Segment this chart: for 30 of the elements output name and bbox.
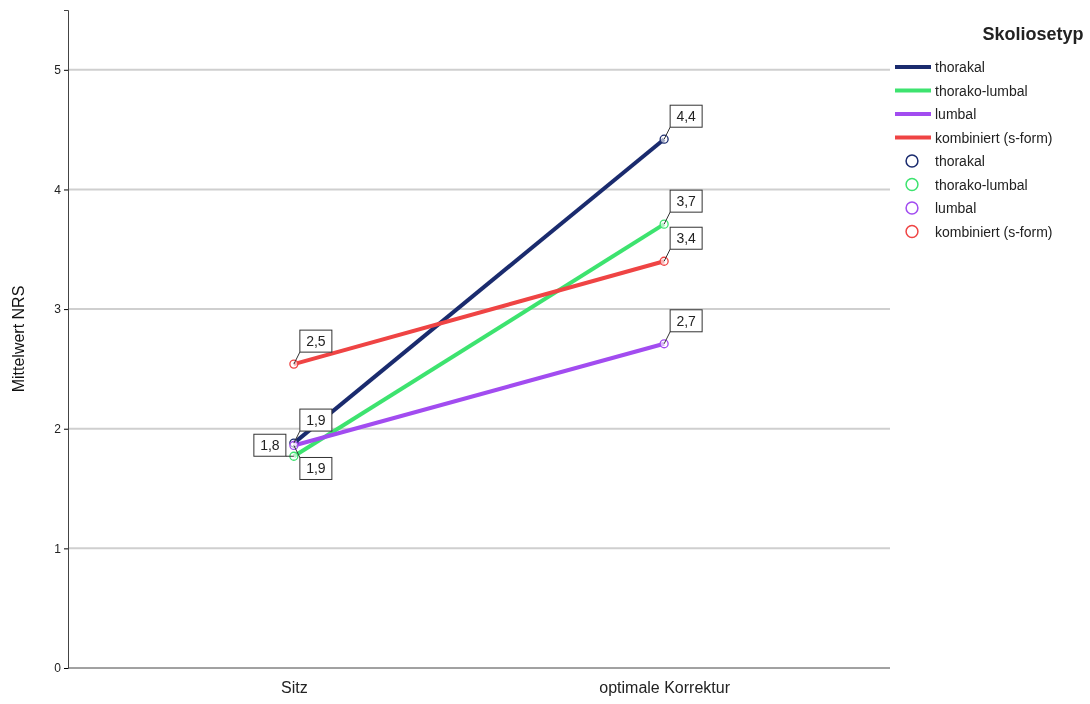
data-label: 3,7	[676, 193, 697, 210]
point	[659, 339, 669, 349]
y-tick-label: 5	[54, 63, 62, 78]
legend-label: thorakal	[935, 153, 985, 169]
data-label: 2,5	[306, 333, 326, 350]
data-label: 2,7	[676, 312, 697, 329]
data-label: 1,9	[306, 412, 326, 429]
y-axis-title: Mittelwert NRS	[10, 285, 27, 393]
y-tick-label: 4	[54, 182, 62, 197]
data-label: 1,8	[260, 437, 280, 454]
x-tick-label: Sitz	[281, 679, 308, 697]
text: lumbal	[935, 106, 977, 122]
y-tick-label: 3	[54, 302, 62, 317]
legend-title: Skoliosetyp	[982, 24, 1084, 44]
data-label: 3,4	[676, 230, 697, 247]
legend-label: thorako-lumbal	[935, 176, 1028, 193]
y-tick-label: 1	[54, 541, 62, 556]
data-label: 4,4	[676, 108, 697, 125]
point	[659, 256, 669, 266]
x-tick-label: optimale Korrektur	[599, 679, 731, 697]
y-tick-label: 0	[54, 661, 62, 676]
text: thorako-lumbal	[935, 82, 1028, 99]
point	[289, 451, 299, 461]
legend-label: kombiniert (s-form)	[935, 223, 1053, 240]
y-tick-label: 2	[54, 422, 62, 437]
text: kombiniert (s-form)	[935, 129, 1053, 146]
data-label: 1,9	[306, 460, 326, 477]
point	[659, 134, 669, 144]
legend-label: lumbal	[935, 200, 977, 216]
text: thorakal	[935, 59, 985, 75]
